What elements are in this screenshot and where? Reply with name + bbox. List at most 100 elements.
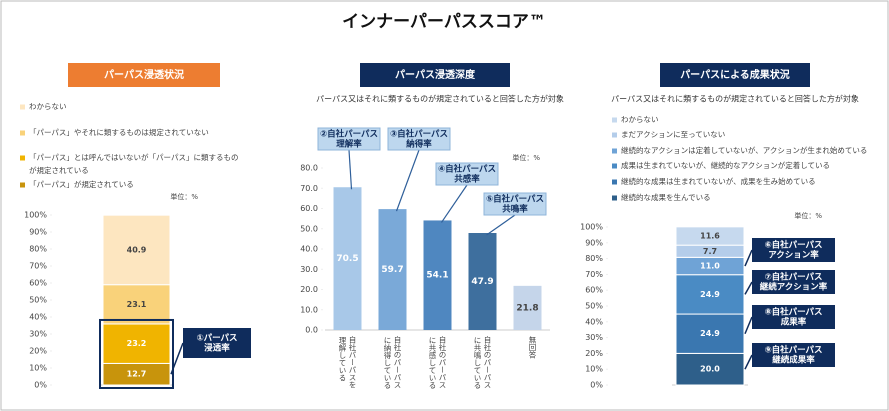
callout-pointer: [744, 354, 753, 370]
y-tick-label: 80%: [29, 245, 47, 254]
value-label: 24.9: [700, 290, 720, 299]
y-tick-label: 70.0: [300, 184, 318, 193]
y-tick-label: 20%: [585, 349, 603, 358]
value-label: 7.7: [703, 247, 717, 256]
y-tick-label: 50.0: [300, 224, 318, 233]
bar-segment: [102, 284, 171, 325]
callout-pointer: [486, 214, 516, 236]
value-label: 11.0: [700, 262, 720, 271]
y-tick-label: 10%: [29, 364, 47, 373]
bar-segment: [675, 313, 745, 354]
legend-swatch: [20, 155, 25, 161]
value-label: 70.5: [336, 254, 358, 264]
y-tick-label: 80%: [585, 254, 603, 263]
callout-box: [752, 270, 835, 294]
y-tick-label: 100%: [580, 223, 603, 232]
value-label: 20.0: [700, 365, 720, 374]
callout-label: ⑦自社パーパス: [764, 272, 822, 283]
legend-swatch: [612, 179, 617, 185]
callout-box: [752, 238, 835, 262]
x-tick-label: 自社パーパスを理解している: [338, 335, 357, 389]
callout-label: ①パーパス: [196, 333, 237, 344]
bar: [423, 220, 452, 330]
callout-label: アクション率: [768, 250, 819, 261]
x-tick-label: 無回答: [528, 335, 537, 360]
callout-label: 納得率: [406, 139, 432, 150]
value-label: 47.9: [471, 277, 493, 287]
y-tick-label: 60%: [585, 286, 603, 295]
legend-swatch: [612, 163, 617, 169]
y-tick-label: 50%: [585, 302, 603, 311]
y-tick-label: 30%: [29, 330, 47, 339]
callout-label: ⑧自社パーパス: [764, 307, 822, 318]
callout-label: ⑤自社パーパス: [486, 194, 544, 205]
callout-box: [317, 127, 381, 151]
legend-label: 成果は生まれていないが、継続的なアクションが定着している: [621, 160, 830, 170]
callout-box: [752, 305, 835, 329]
callout-label: ⑨自社パーパス: [764, 345, 822, 356]
value-label: 21.8: [516, 303, 538, 313]
callout-label: ⑥自社パーパス: [764, 240, 822, 251]
unit-label: 単位：%: [794, 211, 822, 220]
y-tick-label: 20.0: [300, 285, 318, 294]
panel-title: パーパス浸透状況: [104, 68, 184, 81]
legend-swatch: [612, 195, 617, 201]
y-tick-label: 30.0: [300, 265, 318, 274]
callout-label: 共鳴率: [502, 204, 528, 215]
panel-title: パーパス浸透深度: [395, 68, 476, 81]
legend-label: 継続的な成果を生んでいる: [621, 192, 711, 202]
y-tick-label: 90%: [29, 228, 47, 237]
panel-header: [360, 63, 510, 87]
y-tick-label: 40.0: [300, 245, 318, 254]
legend-swatch: [612, 132, 617, 138]
legend-label: わからない: [29, 102, 67, 111]
callout-label: 継続成果率: [772, 355, 815, 366]
x-tick-label: 自社のパーパスに共感している: [428, 335, 447, 389]
y-tick-label: 20%: [29, 347, 47, 356]
callout-label: 成果率: [781, 317, 807, 328]
y-tick-label: 0.0: [305, 326, 318, 335]
callout-pointer: [744, 316, 753, 335]
callout-pointer: [348, 149, 353, 190]
page-title: インナーパーパススコア™: [342, 12, 546, 32]
value-label: 24.9: [700, 329, 720, 338]
legend-label: 「パーパス」やそれに類するものは規定されていない: [29, 127, 209, 137]
callout-box: [435, 162, 499, 186]
bar: [378, 209, 407, 330]
bar-segment: [675, 274, 745, 315]
legend-label: 継続的な成果は生まれていないが、成果を生み始めている: [621, 176, 816, 186]
y-tick-label: 10.0: [300, 305, 318, 314]
y-tick-label: 50%: [29, 296, 47, 305]
bar-segment: [675, 352, 745, 386]
panel-header: [660, 63, 810, 87]
legend-label: わからない: [621, 115, 659, 124]
callout-box: [483, 192, 547, 216]
legend-label: 「パーパス」とは呼んではいないが「パーパス」に類するものが規定されている: [29, 152, 238, 175]
legend-swatch: [20, 130, 25, 136]
y-tick-label: 0%: [590, 381, 603, 390]
legend-label: まだアクションに至っていない: [621, 130, 725, 139]
y-tick-label: 90%: [585, 238, 603, 247]
y-tick-label: 70%: [29, 262, 47, 271]
panel-title: パーパスによる成果状況: [680, 68, 790, 81]
bar: [333, 187, 362, 330]
callout-label: 共感率: [454, 174, 480, 185]
callout-pointer: [744, 281, 753, 295]
unit-label: 単位：%: [512, 153, 540, 162]
subtitle: パーパス又はそれに類するものが規定されていると回答した方が対象: [611, 94, 859, 104]
callout-box: [183, 328, 251, 358]
y-tick-label: 100%: [24, 211, 47, 220]
panel-header: [68, 63, 220, 87]
callout-label: 浸透率: [204, 343, 230, 354]
callout-label: ④自社パーパス: [438, 164, 496, 175]
subtitle: パーパス又はそれに類するものが規定されていると回答した方が対象: [316, 94, 564, 104]
value-label: 59.7: [381, 265, 403, 275]
callout-pointer: [744, 249, 753, 267]
legend-swatch: [20, 104, 25, 110]
y-tick-label: 40%: [585, 317, 603, 326]
highlight-outline: [99, 318, 174, 389]
callout-pointer: [170, 342, 184, 375]
callout-label: ②自社パーパス: [320, 129, 378, 140]
callout-label: ③自社パーパス: [390, 129, 448, 140]
